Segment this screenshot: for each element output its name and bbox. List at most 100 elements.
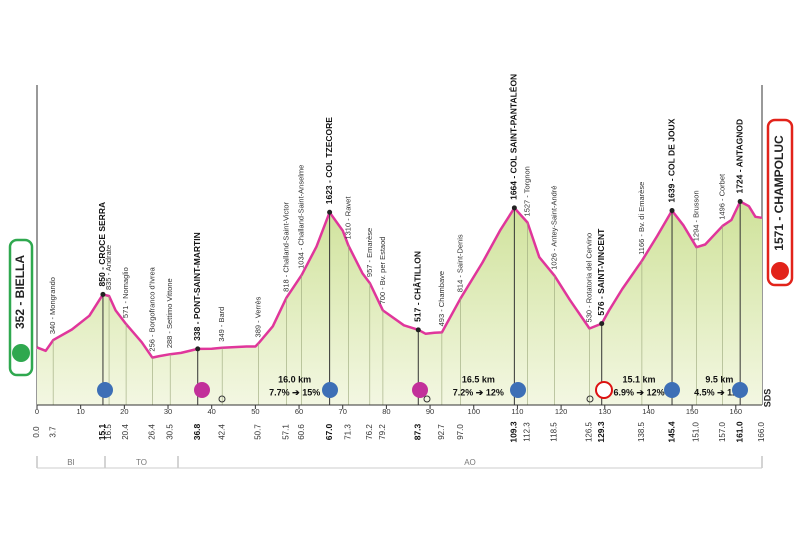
km-label: 15.1 (97, 423, 107, 440)
waypoint-label: 818 - Challand-Saint-Victor (281, 201, 290, 291)
climb-icon (322, 382, 338, 398)
x-tick-label: 0 (35, 407, 39, 416)
waypoint-label: 1034 - Challand-Saint-Anselme (297, 165, 306, 269)
km-label: 0.0 (32, 426, 41, 438)
bonus-icon (595, 381, 613, 399)
km-label: 20.4 (121, 424, 130, 440)
climb-length: 15.1 km (623, 374, 656, 384)
waypoint-label: 1623 - COL TZECORE (324, 117, 334, 205)
km-label: 26.4 (147, 424, 156, 440)
waypoint-dot (511, 205, 517, 211)
km-label: 161.0 (734, 421, 744, 443)
waypoint-label: 1664 - COL SAINT-PANTALÉON (509, 74, 519, 200)
km-label: 3.7 (48, 426, 57, 438)
waypoint-label: 1527 - Torgnon (522, 166, 531, 216)
km-label: 126.5 (585, 421, 594, 442)
km-label: 151.0 (692, 421, 701, 442)
waypoint-label: 389 - Verrès (253, 296, 262, 337)
waypoint-label: 1294 - Brusson (691, 190, 700, 241)
climb-icon (510, 382, 526, 398)
waypoint-label: 1166 - Bv. di Emarèse (637, 182, 646, 255)
km-label: 118.5 (550, 422, 559, 442)
km-label: 79.2 (378, 424, 387, 440)
km-label: 166.0 (757, 421, 766, 442)
climb-length: 9.5 km (705, 374, 733, 384)
profile-fill (37, 201, 762, 405)
waypoint-label: 835 - Andrate (104, 245, 113, 290)
waypoint-label: 256 - Borgofranco d'Ivrea (147, 266, 156, 351)
region-label: TO (136, 458, 147, 467)
climb-gradient: 7.7% ➔ 15% (269, 387, 320, 397)
km-label: 67.0 (324, 423, 334, 440)
waypoint-label: 517 - CHÂTILLON (412, 251, 423, 322)
climb-length: 16.0 km (278, 374, 311, 384)
x-tick-label: 10 (77, 407, 85, 416)
x-tick-label: 140 (642, 407, 655, 416)
region-label: BI (67, 458, 75, 467)
x-tick-label: 40 (208, 407, 216, 416)
km-label: 42.4 (217, 424, 226, 440)
waypoint-dot (415, 327, 421, 333)
x-tick-label: 50 (251, 407, 259, 416)
waypoint-dot (669, 208, 675, 214)
feed-icon (218, 395, 226, 403)
region-label: AO (464, 458, 476, 467)
waypoint-label: 700 - Bv. per Estaod (378, 237, 387, 305)
sprint-icon (412, 382, 428, 398)
km-label: 145.4 (666, 421, 676, 443)
waypoint-label: 340 - Mongrando (48, 277, 57, 334)
waypoint-label: 814 - Saint-Denis (456, 234, 465, 292)
climb-icon (732, 382, 748, 398)
km-label: 60.6 (297, 424, 306, 440)
waypoint-label: 1639 - COL DE JOUX (666, 118, 676, 202)
start-label: 352 - BIELLA (13, 255, 27, 329)
x-tick-label: 60 (295, 407, 303, 416)
climb-gradient: 7.2% ➔ 12% (453, 387, 504, 397)
feed-icon (586, 395, 594, 403)
x-tick-label: 20 (120, 407, 128, 416)
start-box (8, 238, 34, 377)
waypoint-label: 493 - Chambave (437, 271, 446, 326)
climb-icon (664, 382, 680, 398)
km-label: 57.1 (281, 424, 290, 440)
climb-gradient: 4.5% ➔ 11% (694, 387, 745, 397)
x-tick-label: 130 (599, 407, 612, 416)
x-tick-label: 90 (426, 407, 434, 416)
waypoint-label: 338 - PONT-SAINT-MARTIN (192, 232, 202, 341)
waypoint-label: 1496 - Corbet (718, 173, 727, 220)
km-label: 109.3 (509, 421, 519, 443)
waypoint-label: 1310 - Ravet (343, 196, 352, 240)
x-tick-label: 30 (164, 407, 172, 416)
finish-label: 1571 - CHAMPOLUC (772, 135, 786, 251)
waypoint-label: 576 - SAINT-VINCENT (596, 228, 606, 316)
km-label: 138.5 (637, 421, 646, 442)
km-label: 30.5 (165, 424, 174, 440)
waypoint-label: 349 - Bard (217, 307, 226, 342)
waypoint-label: 957 - Emarèse (365, 228, 374, 277)
waypoint-label: 1724 - ANTAGNOD (734, 119, 744, 194)
climb-gradient: 6.9% ➔ 12% (614, 387, 665, 397)
route-icons (97, 381, 748, 403)
x-tick-label: 110 (511, 407, 523, 416)
waypoint-dot (195, 346, 201, 352)
x-tick-label: 80 (382, 407, 390, 416)
km-label: 112.3 (523, 422, 532, 442)
sprint-icon (194, 382, 210, 398)
km-label: 97.0 (456, 424, 465, 440)
finish-icon (771, 262, 789, 280)
waypoint-dot (100, 291, 106, 297)
x-tick-label: 160 (730, 407, 743, 416)
km-label: 76.2 (365, 424, 374, 440)
km-label: 50.7 (254, 424, 263, 440)
km-label: 36.8 (192, 423, 202, 440)
km-label: 87.3 (413, 423, 423, 440)
feed-icon (423, 395, 431, 403)
climb-icon (97, 382, 113, 398)
x-tick-label: 150 (686, 407, 699, 416)
waypoint-label: 1026 - Antey-Saint-André (550, 186, 559, 270)
km-label: 157.0 (718, 421, 727, 442)
x-tick-label: 100 (467, 407, 480, 416)
logo: SDS (762, 389, 772, 408)
waypoint-dot (599, 321, 605, 327)
